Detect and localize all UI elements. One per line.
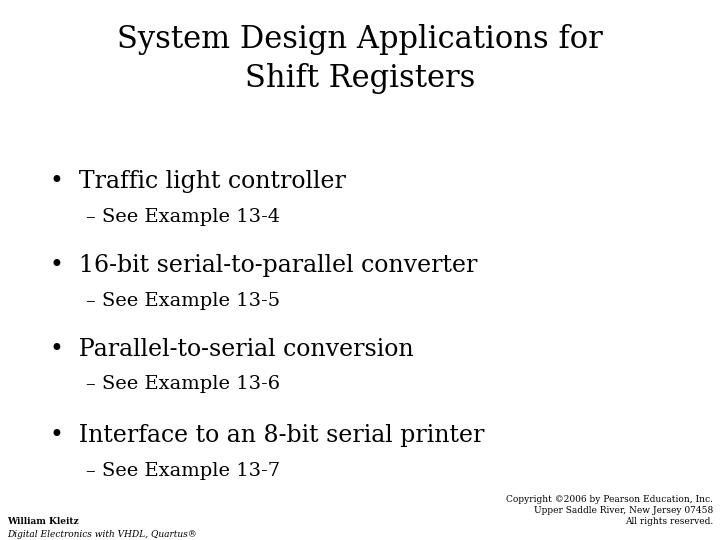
Text: •  Interface to an 8-bit serial printer: • Interface to an 8-bit serial printer bbox=[50, 424, 485, 447]
Text: •  16-bit serial-to-parallel converter: • 16-bit serial-to-parallel converter bbox=[50, 254, 478, 277]
Text: •  Parallel-to-serial conversion: • Parallel-to-serial conversion bbox=[50, 338, 414, 361]
Text: System Design Applications for
Shift Registers: System Design Applications for Shift Reg… bbox=[117, 24, 603, 93]
Text: – See Example 13-7: – See Example 13-7 bbox=[86, 462, 281, 480]
Text: Copyright ©2006 by Pearson Education, Inc.
Upper Saddle River, New Jersey 07458
: Copyright ©2006 by Pearson Education, In… bbox=[505, 495, 713, 526]
Text: – See Example 13-5: – See Example 13-5 bbox=[86, 292, 281, 309]
Text: Digital Electronics with VHDL, Quartus®
II Version: Digital Electronics with VHDL, Quartus® … bbox=[7, 530, 197, 540]
Text: •  Traffic light controller: • Traffic light controller bbox=[50, 170, 346, 193]
Text: – See Example 13-6: – See Example 13-6 bbox=[86, 375, 281, 393]
Text: – See Example 13-4: – See Example 13-4 bbox=[86, 208, 281, 226]
Text: William Kleitz: William Kleitz bbox=[7, 517, 78, 526]
